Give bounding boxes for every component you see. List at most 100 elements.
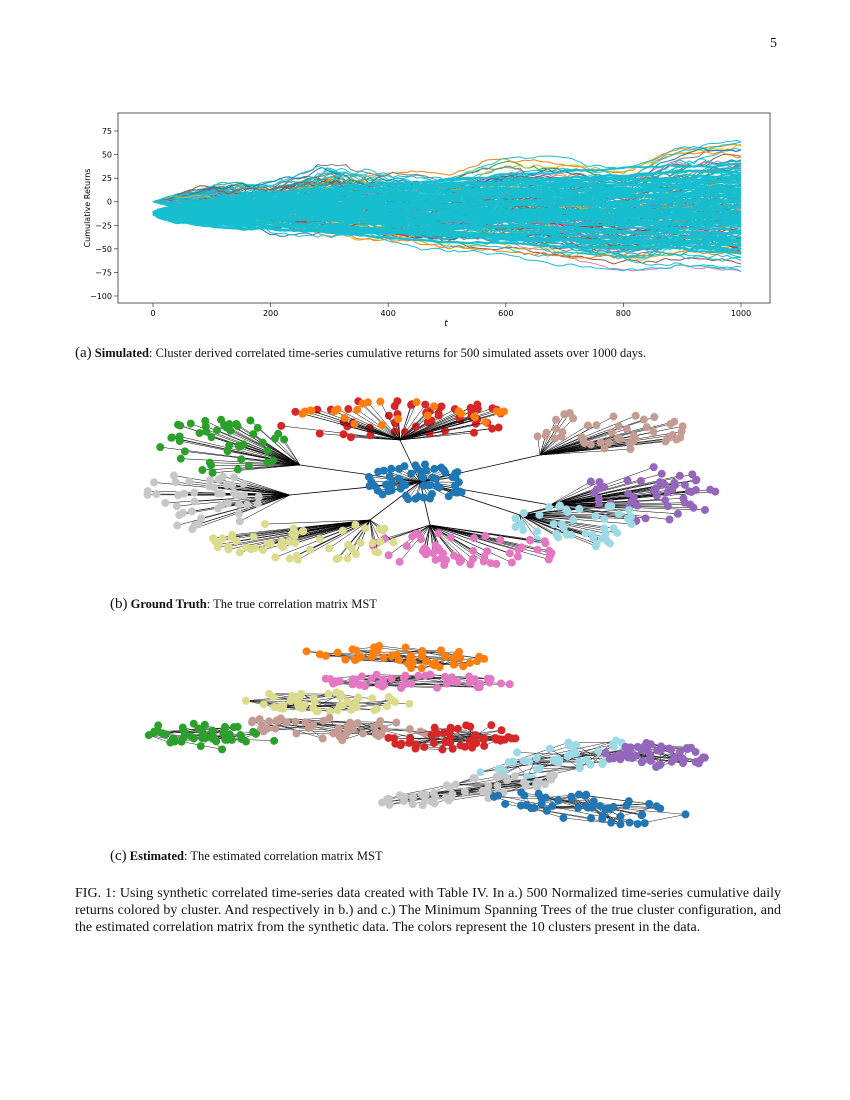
node xyxy=(643,746,652,755)
node xyxy=(246,416,255,425)
cluster-4 xyxy=(369,524,556,570)
node xyxy=(234,509,243,518)
node xyxy=(661,496,670,505)
caption-b-text: : The true correlation matrix MST xyxy=(206,597,377,611)
node xyxy=(353,405,362,414)
node xyxy=(542,428,551,437)
node xyxy=(684,487,693,496)
node xyxy=(711,487,720,496)
node xyxy=(688,470,697,479)
node xyxy=(471,413,480,422)
node xyxy=(636,476,645,485)
node xyxy=(536,764,545,773)
node xyxy=(511,514,520,523)
node xyxy=(409,792,418,801)
mst-edge xyxy=(399,402,417,441)
node xyxy=(675,471,684,480)
x-tick-label: 600 xyxy=(498,309,513,318)
node xyxy=(241,696,250,705)
estimated-cluster-5 xyxy=(384,721,520,754)
node xyxy=(378,798,387,807)
node xyxy=(475,683,484,692)
mst-edge xyxy=(337,409,401,441)
node xyxy=(424,481,433,490)
node xyxy=(394,415,403,424)
node xyxy=(598,811,607,820)
node xyxy=(190,488,199,497)
node xyxy=(400,797,409,806)
mst-edge xyxy=(198,494,291,525)
node xyxy=(438,745,447,754)
node xyxy=(596,438,605,447)
node xyxy=(180,489,189,498)
node xyxy=(493,781,502,790)
node xyxy=(487,721,496,730)
node xyxy=(218,472,227,481)
node xyxy=(143,487,152,496)
node xyxy=(469,773,478,782)
node xyxy=(154,721,163,730)
cluster-6 xyxy=(143,471,291,534)
node xyxy=(263,446,272,455)
mst-edge xyxy=(368,476,421,483)
node xyxy=(185,477,194,486)
node xyxy=(186,419,195,428)
node xyxy=(218,745,227,754)
node xyxy=(649,463,658,472)
node xyxy=(319,716,328,725)
node xyxy=(407,664,416,673)
node xyxy=(249,430,258,439)
node xyxy=(275,704,284,713)
node xyxy=(299,526,308,535)
node xyxy=(315,535,324,544)
y-tick-label: −25 xyxy=(95,221,112,230)
mst-edge xyxy=(549,481,591,506)
node xyxy=(309,721,318,730)
node xyxy=(377,421,386,430)
mst-edge xyxy=(350,436,401,441)
node xyxy=(614,510,623,519)
node xyxy=(413,464,422,473)
node xyxy=(270,736,279,745)
node xyxy=(347,544,356,553)
plot-frame xyxy=(117,112,771,304)
node xyxy=(237,455,246,464)
node xyxy=(235,548,244,557)
node xyxy=(633,819,642,828)
mst-edge xyxy=(549,504,678,514)
node xyxy=(650,413,659,422)
node xyxy=(356,538,365,547)
node xyxy=(417,473,426,482)
node xyxy=(343,554,352,563)
node xyxy=(446,723,455,732)
node xyxy=(586,440,595,449)
mst-edge xyxy=(212,464,301,474)
mst-edge xyxy=(539,428,557,456)
node xyxy=(532,753,541,762)
node xyxy=(249,727,258,736)
node xyxy=(173,521,182,530)
node xyxy=(429,402,438,411)
node xyxy=(433,683,442,692)
node xyxy=(188,525,197,534)
estimated-cluster-8 xyxy=(378,771,558,810)
node xyxy=(665,515,674,524)
node xyxy=(604,502,613,511)
node xyxy=(678,422,687,431)
node xyxy=(402,541,411,550)
node xyxy=(601,529,610,538)
cluster-link xyxy=(369,481,421,521)
mst-edge xyxy=(302,413,401,441)
series-line xyxy=(152,175,742,214)
node xyxy=(219,729,228,738)
node xyxy=(431,555,440,564)
node xyxy=(526,536,535,545)
mst-edge xyxy=(179,436,301,466)
cluster-link xyxy=(419,454,541,483)
node xyxy=(418,547,427,556)
caption-c-label: (c) xyxy=(110,848,127,864)
node xyxy=(609,742,618,751)
node xyxy=(627,512,636,521)
node xyxy=(389,538,398,547)
node xyxy=(575,504,584,513)
